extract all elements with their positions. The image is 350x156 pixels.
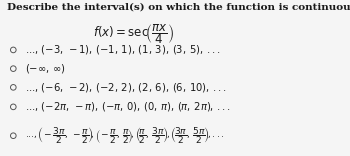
Text: $f(x) = \mathrm{sec}\!\left(\dfrac{\pi x}{4}\right)$: $f(x) = \mathrm{sec}\!\left(\dfrac{\pi x… bbox=[92, 23, 174, 46]
Text: ..., $(-2\pi,\,-\pi),\,(-\pi,\,0),\,(0,\,\pi),\,(\pi,\,2\pi),\,...$: ..., $(-2\pi,\,-\pi),\,(-\pi,\,0),\,(0,\… bbox=[25, 100, 231, 113]
Text: Describe the interval(s) on which the function is continuous.: Describe the interval(s) on which the fu… bbox=[7, 2, 350, 11]
Text: $(-\infty,\,\infty)$: $(-\infty,\,\infty)$ bbox=[25, 62, 66, 75]
Text: ..., $\!\left(\!-\dfrac{3\pi}{2},\,-\dfrac{\pi}{2}\!\right)\!,\left(\!-\dfrac{\p: ..., $\!\left(\!-\dfrac{3\pi}{2},\,-\dfr… bbox=[25, 125, 225, 146]
Text: ..., $(-3,\,-1),\,(-1,\,1),\,(1,\,3),\,(3,\,5),\,...$: ..., $(-3,\,-1),\,(-1,\,1),\,(1,\,3),\,(… bbox=[25, 43, 220, 56]
Text: ..., $(-6,\,-2),\,(-2,\,2),\,(2,\,6),\,(6,\,10),\,...$: ..., $(-6,\,-2),\,(-2,\,2),\,(2,\,6),\,(… bbox=[25, 81, 227, 94]
